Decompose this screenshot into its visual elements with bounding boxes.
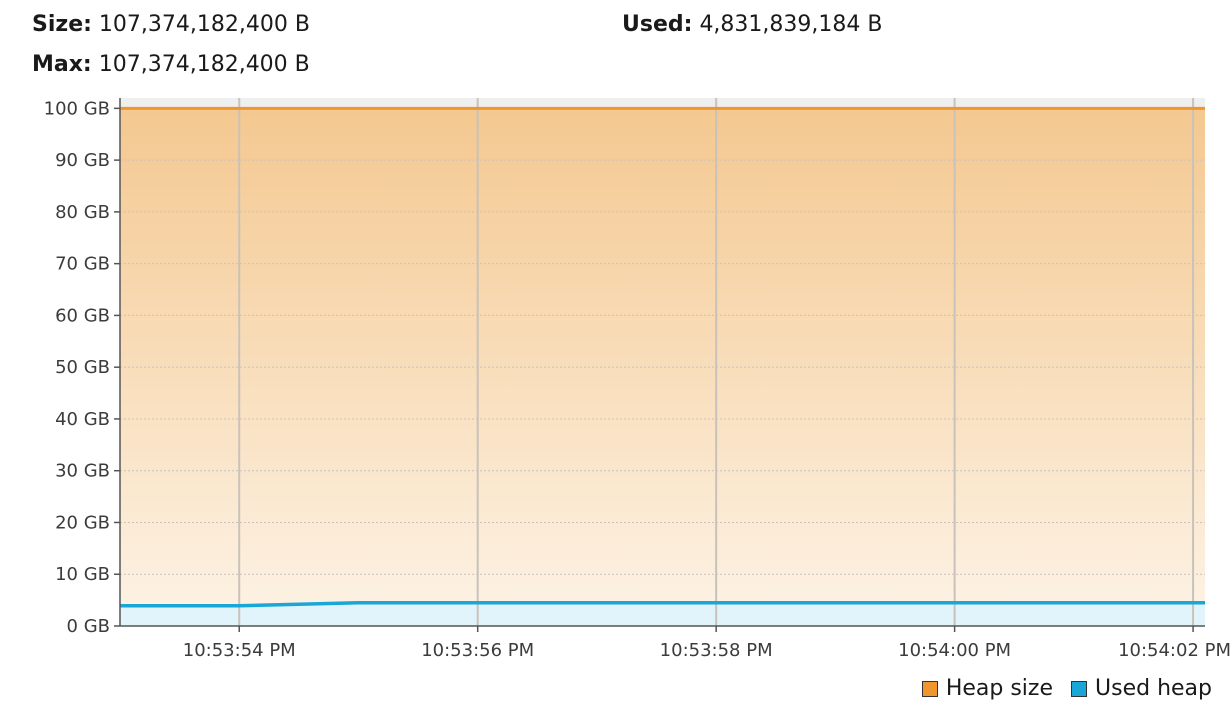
y-tick-label: 20 GB [55, 512, 110, 533]
legend: Heap size Used heap [921, 676, 1212, 701]
heap-size-area [120, 108, 1205, 626]
size-stat: Size: 107,374,182,400 B [32, 12, 310, 37]
x-tick-label: 10:53:54 PM [183, 640, 296, 661]
used-heap-swatch [1071, 680, 1088, 697]
max-stat: Max: 107,374,182,400 B [32, 52, 310, 77]
y-tick-label: 60 GB [55, 305, 110, 326]
used-stat: Used: 4,831,839,184 B [622, 12, 882, 37]
used-value: 4,831,839,184 B [699, 12, 883, 37]
y-tick-label: 90 GB [55, 150, 110, 171]
x-tick-label: 10:54:00 PM [898, 640, 1011, 661]
legend-label-heap-size: Heap size [945, 676, 1054, 701]
legend-label-used-heap: Used heap [1095, 676, 1212, 701]
y-tick-label: 100 GB [44, 98, 110, 119]
heap-chart: 0 GB 10 GB 20 GB 30 GB 40 GB 50 GB 60 GB 70 GB 8… [44, 98, 1231, 661]
y-tick-label: 10 GB [55, 564, 110, 585]
y-tick-label: 70 GB [55, 254, 110, 275]
heap-size-swatch [921, 680, 938, 697]
y-tick-label: 50 GB [55, 357, 110, 378]
legend-item-heap-size: Heap size [921, 676, 1054, 701]
x-tick-label: 10:53:56 PM [421, 640, 534, 661]
y-tick-label: 80 GB [55, 202, 110, 223]
x-tick-label: 10:54:02 PM [1118, 640, 1231, 661]
used-label: Used: [622, 12, 693, 37]
legend-item-used-heap: Used heap [1071, 676, 1212, 701]
size-label: Size: [32, 12, 92, 37]
max-label: Max: [32, 52, 92, 77]
y-tick-label: 40 GB [55, 409, 110, 430]
y-tick-label: 0 GB [67, 616, 110, 637]
x-tick-label: 10:53:58 PM [660, 640, 773, 661]
y-tick-label: 30 GB [55, 461, 110, 482]
size-value: 107,374,182,400 B [98, 12, 310, 37]
used-heap-line [120, 600, 1205, 608]
max-value: 107,374,182,400 B [98, 52, 310, 77]
used-heap-area [120, 602, 1205, 626]
